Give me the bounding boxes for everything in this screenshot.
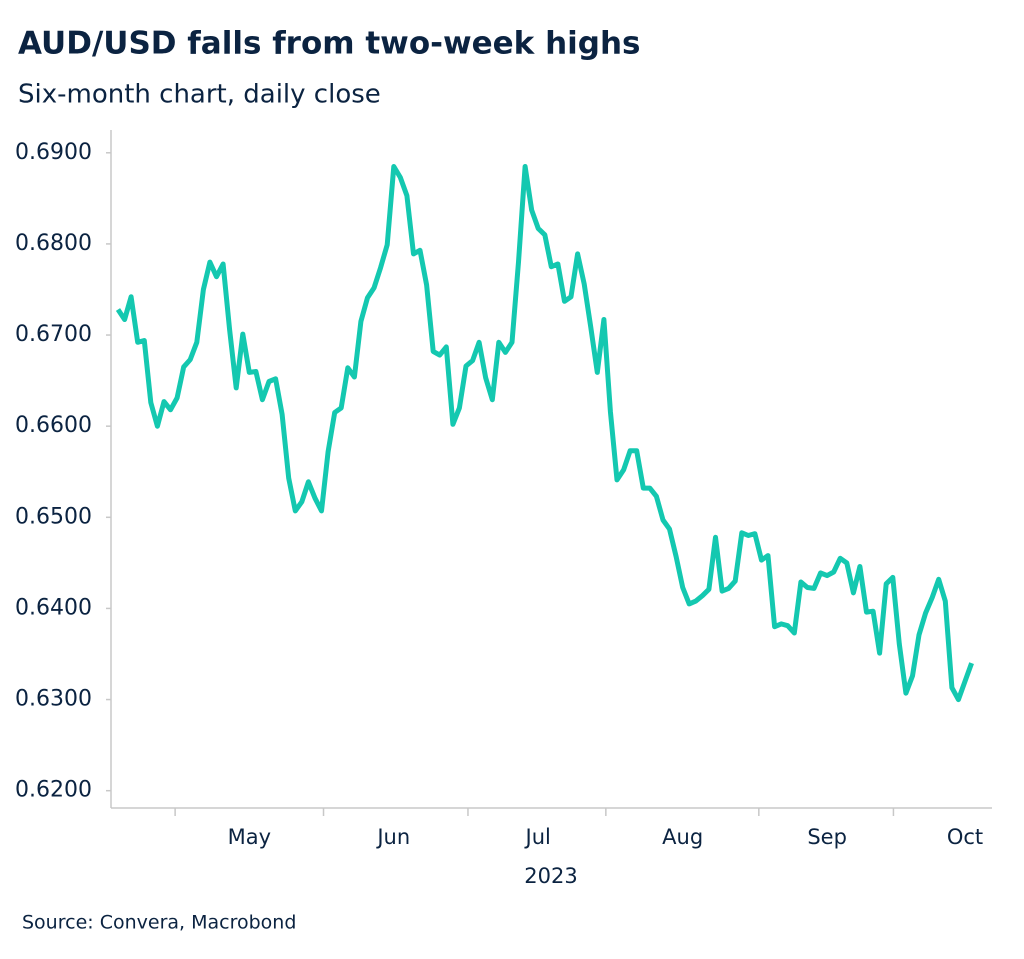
y-tick-label: 0.6600 bbox=[15, 413, 92, 438]
x-tick-label: Jun bbox=[375, 825, 410, 849]
x-tick-label: May bbox=[228, 825, 271, 849]
x-tick-label: Sep bbox=[807, 825, 847, 849]
y-tick-label: 0.6500 bbox=[15, 504, 92, 529]
source-note: Source: Convera, Macrobond bbox=[22, 912, 296, 934]
y-tick-label: 0.6300 bbox=[15, 687, 92, 712]
y-tick-label: 0.6400 bbox=[15, 595, 92, 620]
y-tick-label: 0.6800 bbox=[15, 231, 92, 256]
data-line bbox=[115, 164, 974, 703]
y-tick-label: 0.6900 bbox=[15, 140, 92, 165]
x-axis-label: 2023 bbox=[524, 864, 577, 888]
x-tick-label: Jul bbox=[524, 825, 551, 849]
y-tick-label: 0.6200 bbox=[15, 778, 92, 803]
x-tick-label: Aug bbox=[662, 825, 703, 849]
chart-subtitle: Six-month chart, daily close bbox=[18, 80, 381, 110]
y-tick-label: 0.6700 bbox=[15, 322, 92, 347]
x-tick-label: Oct bbox=[947, 825, 983, 849]
chart-title: AUD/USD falls from two-week highs bbox=[18, 26, 640, 62]
